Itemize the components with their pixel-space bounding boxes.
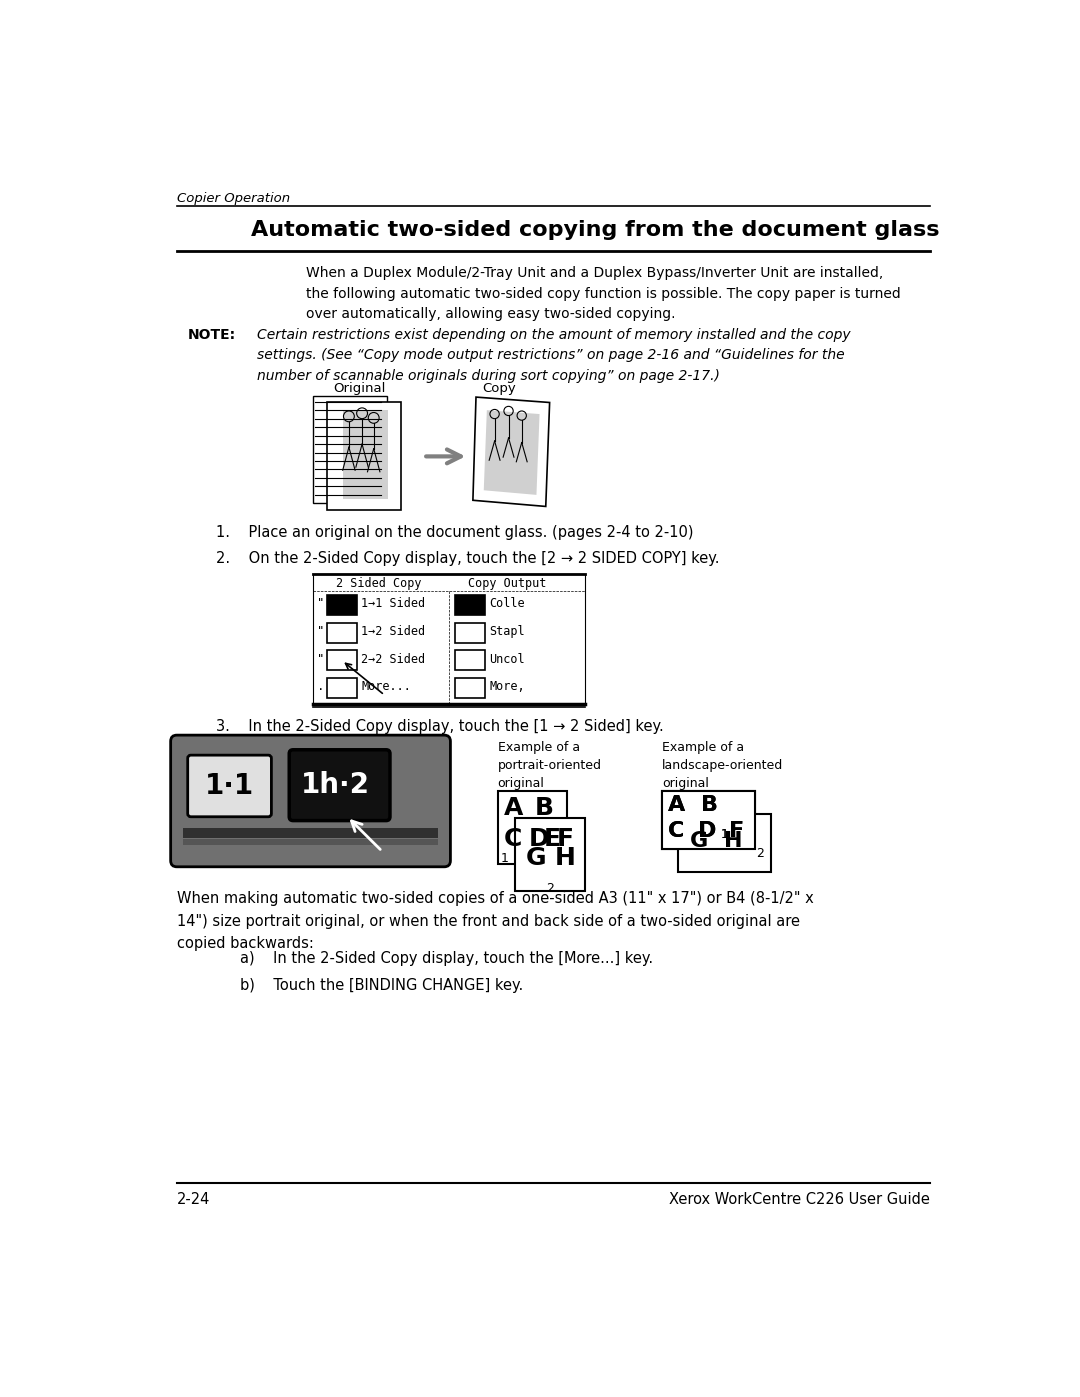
- Bar: [327, 623, 356, 643]
- Bar: [183, 828, 438, 838]
- Text: 1·1: 1·1: [205, 773, 254, 800]
- Text: D: D: [698, 820, 716, 841]
- Text: ": ": [318, 598, 325, 610]
- Text: D: D: [529, 827, 550, 851]
- Text: When making automatic two-sided copies of a one-sided A3 (11" x 17") or B4 (8-1/: When making automatic two-sided copies o…: [177, 891, 813, 951]
- FancyBboxPatch shape: [188, 756, 271, 817]
- Text: 2: 2: [757, 847, 765, 859]
- Text: B: B: [535, 796, 554, 820]
- Text: More,: More,: [489, 680, 525, 693]
- Text: .: .: [318, 680, 325, 693]
- Polygon shape: [473, 397, 550, 507]
- FancyBboxPatch shape: [171, 735, 450, 866]
- Text: Example of a
landscape-oriented
original: Example of a landscape-oriented original: [662, 742, 783, 791]
- Text: 2.    On the 2-Sided Copy display, touch the [2 → 2 SIDED COPY] key.: 2. On the 2-Sided Copy display, touch th…: [216, 550, 720, 566]
- Text: Automatic two-sided copying from the document glass: Automatic two-sided copying from the doc…: [252, 219, 940, 240]
- Polygon shape: [484, 411, 540, 495]
- Bar: [313, 395, 387, 503]
- Text: Original: Original: [334, 381, 386, 395]
- Text: E: E: [544, 827, 562, 851]
- Text: G: G: [690, 831, 708, 851]
- Text: 1: 1: [721, 828, 729, 841]
- Text: Stapl: Stapl: [489, 624, 525, 638]
- Bar: [515, 819, 584, 891]
- Bar: [183, 840, 438, 845]
- Text: A: A: [669, 795, 686, 816]
- Bar: [677, 814, 770, 872]
- Text: ": ": [318, 624, 325, 638]
- Text: Certain restrictions exist depending on the amount of memory installed and the c: Certain restrictions exist depending on …: [257, 328, 851, 383]
- Text: Copier Operation: Copier Operation: [177, 193, 289, 205]
- Text: When a Duplex Module/2-Tray Unit and a Duplex Bypass/Inverter Unit are installed: When a Duplex Module/2-Tray Unit and a D…: [306, 267, 901, 321]
- Text: ": ": [318, 652, 325, 666]
- Text: H: H: [724, 831, 743, 851]
- Bar: [455, 623, 485, 643]
- Text: B: B: [701, 795, 718, 816]
- Text: C: C: [669, 820, 685, 841]
- Text: D: D: [698, 820, 716, 841]
- Bar: [342, 411, 388, 499]
- Bar: [662, 791, 755, 849]
- Text: G: G: [526, 847, 546, 870]
- Text: Copy: Copy: [483, 381, 516, 395]
- Text: 1: 1: [501, 852, 509, 865]
- Text: 2: 2: [545, 882, 554, 895]
- Text: Copy Output: Copy Output: [469, 577, 546, 591]
- Bar: [662, 791, 755, 849]
- Bar: [455, 651, 485, 671]
- Text: b)    Touch the [BINDING CHANGE] key.: b) Touch the [BINDING CHANGE] key.: [240, 978, 523, 993]
- Text: H: H: [555, 847, 576, 870]
- Text: B: B: [701, 795, 718, 816]
- Text: 2 Sided Copy: 2 Sided Copy: [337, 577, 422, 591]
- Text: Uncol: Uncol: [489, 652, 525, 666]
- Text: 1→1 Sided: 1→1 Sided: [362, 598, 426, 610]
- Text: 1.    Place an original on the document glass. (pages 2-4 to 2-10): 1. Place an original on the document gla…: [216, 525, 693, 539]
- Text: F: F: [729, 820, 744, 841]
- Bar: [313, 574, 584, 704]
- Text: 1h·2: 1h·2: [301, 771, 370, 799]
- Bar: [327, 402, 401, 510]
- Bar: [498, 791, 567, 865]
- Text: 3.    In the 2-Sided Copy display, touch the [1 → 2 Sided] key.: 3. In the 2-Sided Copy display, touch th…: [216, 719, 664, 733]
- Text: 2→2 Sided: 2→2 Sided: [362, 652, 426, 666]
- Text: Colle: Colle: [489, 598, 525, 610]
- Text: C: C: [669, 820, 685, 841]
- Text: F: F: [729, 820, 744, 841]
- Text: More...: More...: [362, 680, 411, 693]
- Bar: [327, 678, 356, 698]
- Text: A: A: [504, 796, 524, 820]
- Bar: [327, 651, 356, 671]
- Text: C: C: [504, 827, 523, 851]
- Text: NOTE:: NOTE:: [188, 328, 235, 342]
- Text: 1→2 Sided: 1→2 Sided: [362, 624, 426, 638]
- Text: Xerox WorkCentre C226 User Guide: Xerox WorkCentre C226 User Guide: [670, 1192, 930, 1207]
- Text: F: F: [556, 827, 573, 851]
- Bar: [455, 595, 485, 615]
- Text: 1: 1: [721, 828, 729, 841]
- FancyBboxPatch shape: [289, 750, 390, 820]
- Bar: [327, 595, 356, 615]
- Text: 2-24: 2-24: [177, 1192, 211, 1207]
- Bar: [455, 678, 485, 698]
- Text: A: A: [669, 795, 686, 816]
- Text: Example of a
portrait-oriented
original: Example of a portrait-oriented original: [498, 742, 602, 791]
- Text: a)    In the 2-Sided Copy display, touch the [More...] key.: a) In the 2-Sided Copy display, touch th…: [240, 951, 652, 967]
